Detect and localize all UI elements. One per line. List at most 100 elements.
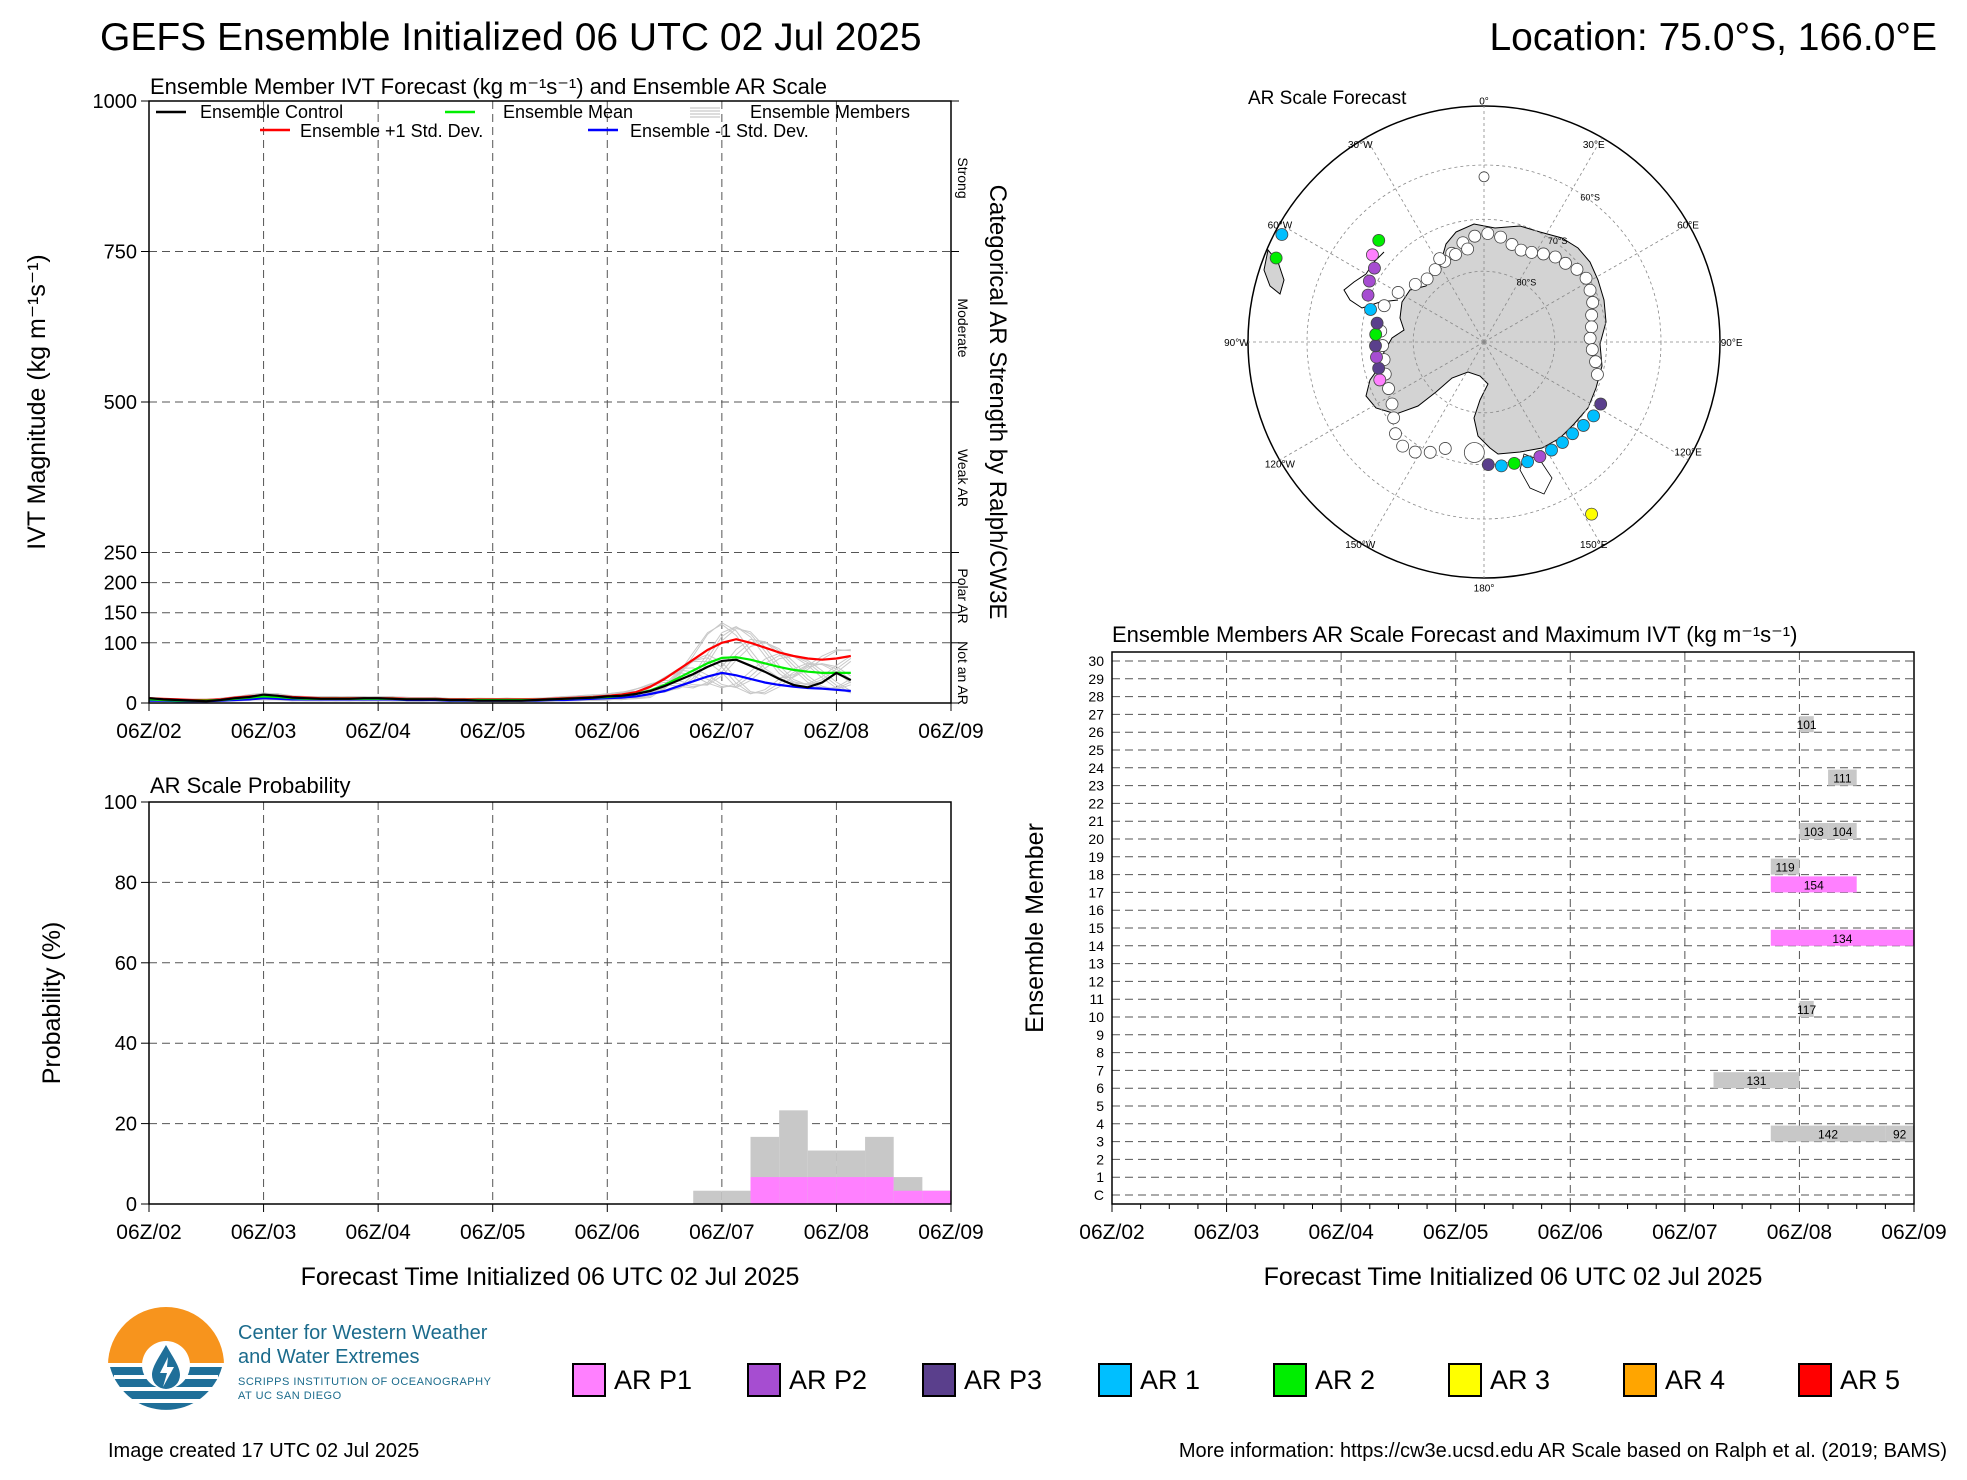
member-y-tick-label: C xyxy=(1094,1187,1104,1203)
prob-bar-ar-p1 xyxy=(893,1190,923,1204)
ivt-y-tick-label: 250 xyxy=(104,543,137,565)
member-y-tick-label: 30 xyxy=(1088,653,1104,669)
map-title: AR Scale Forecast xyxy=(1248,88,1407,109)
ivt-y-axis-label: IVT Magnitude (kg m⁻¹s⁻¹) xyxy=(23,254,51,549)
ar-scale-point xyxy=(1369,339,1382,353)
logo-name-line1: Center for Western Weather xyxy=(238,1322,488,1344)
ivt-y-tick-label: 750 xyxy=(104,242,137,264)
members-x-axis-label: Forecast Time Initialized 06 UTC 02 Jul … xyxy=(1264,1263,1763,1291)
members-x-tick-label: 06Z/02 xyxy=(1079,1221,1144,1244)
legend-key-label: AR 3 xyxy=(1490,1364,1551,1395)
member-y-tick-label: 14 xyxy=(1088,938,1104,954)
swatch-ar-3 xyxy=(1448,1363,1482,1397)
ar-scale-map-panel: AR Scale Forecast 0° 30°E 60°E 90°E 120°E 150… xyxy=(1224,88,1743,595)
prob-y-ticks: 0 20 40 60 80 100 xyxy=(104,792,149,1216)
ensemble-member-line xyxy=(149,627,852,703)
ar-scale-point xyxy=(1577,419,1590,432)
ar-scale-point xyxy=(1382,382,1395,395)
members-x-tick-label: 06Z/05 xyxy=(1423,1221,1488,1244)
series-line-ensemble-control xyxy=(149,658,852,703)
ivt-x-tick-label: 06Z/03 xyxy=(231,720,296,743)
legend-key-ar-5: AR 5 xyxy=(1798,1362,1900,1398)
member-event-ivt-label: 119 xyxy=(1776,861,1795,875)
cw3e-logo xyxy=(108,1307,226,1425)
members-x-tick-label: 06Z/09 xyxy=(1881,1221,1946,1244)
member-y-tick-label: 17 xyxy=(1088,884,1104,900)
member-y-tick-label: 11 xyxy=(1089,991,1104,1007)
longitude-label: 60°W xyxy=(1268,220,1293,231)
ar-scale-point xyxy=(1495,459,1508,473)
logo-sub-line2: AT UC SAN DIEGO xyxy=(238,1390,342,1402)
legend-key-label: AR P3 xyxy=(964,1364,1043,1395)
ar-scale-point xyxy=(1364,303,1377,316)
member-y-tick-label: 8 xyxy=(1096,1045,1104,1061)
ar-scale-point xyxy=(1481,458,1495,472)
ivt-y-tick-label: 500 xyxy=(104,392,137,414)
ar-scale-point xyxy=(1583,283,1597,297)
prob-x-tick-label: 06Z/07 xyxy=(689,1221,754,1244)
ar-scale-point xyxy=(1449,248,1462,261)
ar-scale-point xyxy=(1269,251,1283,265)
ar-scale-point xyxy=(1481,227,1495,240)
ar-scale-point xyxy=(1275,228,1289,241)
ar-probability-panel: AR Scale Probability 0 20 40 60 80 100 06Z/02… xyxy=(38,773,984,1291)
category-not-ar: Not an AR xyxy=(955,641,971,705)
member-y-tick-label: 2 xyxy=(1096,1151,1104,1167)
longitude-label: 90°W xyxy=(1224,338,1249,349)
legend-key-ar-p2: AR P2 xyxy=(747,1362,867,1398)
ar-scale-point xyxy=(1548,250,1562,264)
ivt-y-tick-label: 0 xyxy=(126,693,137,715)
ar-scale-point xyxy=(1377,299,1391,313)
prob-bar-ar-p1 xyxy=(836,1177,866,1204)
member-event-ivt-label: 142 xyxy=(1818,1128,1838,1142)
members-y-ticks: C123456789101112131415161718192021222324… xyxy=(1088,653,1104,1203)
ar-scale-point xyxy=(1433,252,1447,266)
ivt-series-lines xyxy=(149,638,852,703)
legend-label-mean: Ensemble Mean xyxy=(503,102,633,122)
swatch-ar-2 xyxy=(1273,1363,1307,1397)
legend-key-label: AR 1 xyxy=(1140,1364,1201,1395)
ar-scale-point xyxy=(1396,439,1410,453)
ar-scale-point xyxy=(1525,245,1539,259)
prob-y-tick-label: 100 xyxy=(104,792,137,814)
swatch-ar-p3 xyxy=(922,1363,956,1397)
member-y-tick-label: 22 xyxy=(1088,795,1104,811)
ar-scale-point xyxy=(1372,361,1386,375)
ivt-x-tick-label: 06Z/08 xyxy=(804,720,869,743)
ensemble-members-lines xyxy=(149,622,852,703)
category-moderate: Moderate xyxy=(955,298,971,357)
ar-scale-point xyxy=(1385,397,1399,411)
ar-scale-point xyxy=(1585,343,1599,356)
ar-scale-point xyxy=(1389,427,1402,441)
member-event-bar xyxy=(1799,716,1814,733)
prob-y-axis-label: Probability (%) xyxy=(38,922,66,1085)
member-event-bar xyxy=(1885,1125,1914,1142)
member-event-ivt-label: 134 xyxy=(1832,932,1852,946)
member-event-bar xyxy=(1799,822,1829,839)
member-y-tick-label: 1 xyxy=(1096,1169,1104,1185)
legend-key-ar-p3: AR P3 xyxy=(922,1362,1042,1398)
prob-x-tick-label: 06Z/09 xyxy=(918,1221,983,1244)
ar-scale-point xyxy=(1594,397,1608,411)
ar-scale-point xyxy=(1408,445,1422,459)
member-event-bar xyxy=(1799,1000,1814,1017)
member-y-tick-label: 6 xyxy=(1096,1080,1104,1096)
member-y-tick-label: 26 xyxy=(1088,724,1104,740)
legend-lines-members xyxy=(690,107,720,118)
ar-scale-point xyxy=(1585,507,1598,521)
prob-x-tick-label: 06Z/04 xyxy=(345,1221,411,1244)
members-x-ticks: 06Z/02 06Z/03 06Z/04 06Z/05 06Z/06 06Z/07 06Z/… xyxy=(1079,1204,1947,1244)
logo-name-line2: and Water Extremes xyxy=(238,1346,420,1368)
member-event-bar xyxy=(1770,1125,1886,1142)
legend-label-plus-std: Ensemble +1 Std. Dev. xyxy=(300,121,483,141)
prob-x-tick-label: 06Z/03 xyxy=(231,1221,296,1244)
ar-scale-points xyxy=(1269,171,1608,521)
ar-scale-point xyxy=(1373,373,1387,387)
ivt-x-tick-label: 06Z/06 xyxy=(575,720,640,743)
ivt-y-tick-label: 100 xyxy=(104,633,137,655)
ivt-right-axis-label: Categorical AR Strength by Ralph/CW3E xyxy=(984,185,1011,620)
member-y-tick-label: 24 xyxy=(1088,760,1104,776)
ar-scale-point xyxy=(1408,277,1422,291)
ensemble-members-panel: Ensemble Members AR Scale Forecast and M… xyxy=(1021,622,1947,1291)
legend-key-ar-1: AR 1 xyxy=(1098,1362,1200,1398)
